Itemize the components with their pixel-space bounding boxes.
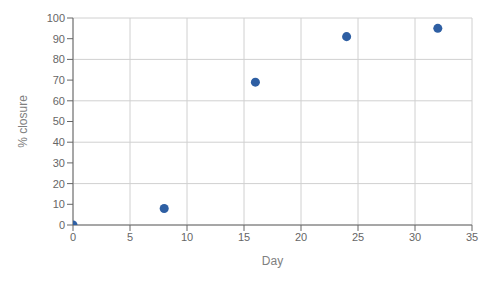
svg-text:Day: Day [262,254,283,268]
svg-text:% closure: % closure [16,95,30,148]
svg-text:0: 0 [70,231,76,243]
svg-text:90: 90 [53,33,65,45]
svg-text:40: 40 [53,136,65,148]
svg-text:100: 100 [47,12,65,24]
svg-text:10: 10 [181,231,193,243]
svg-text:30: 30 [409,231,421,243]
svg-text:0: 0 [59,219,65,231]
svg-text:10: 10 [53,198,65,210]
svg-text:30: 30 [53,157,65,169]
svg-text:20: 20 [53,178,65,190]
svg-text:80: 80 [53,53,65,65]
svg-text:60: 60 [53,95,65,107]
svg-text:25: 25 [352,231,364,243]
svg-text:50: 50 [53,115,65,127]
svg-text:35: 35 [466,231,478,243]
svg-text:5: 5 [127,231,133,243]
svg-text:20: 20 [295,231,307,243]
svg-text:70: 70 [53,74,65,86]
svg-text:15: 15 [238,231,250,243]
